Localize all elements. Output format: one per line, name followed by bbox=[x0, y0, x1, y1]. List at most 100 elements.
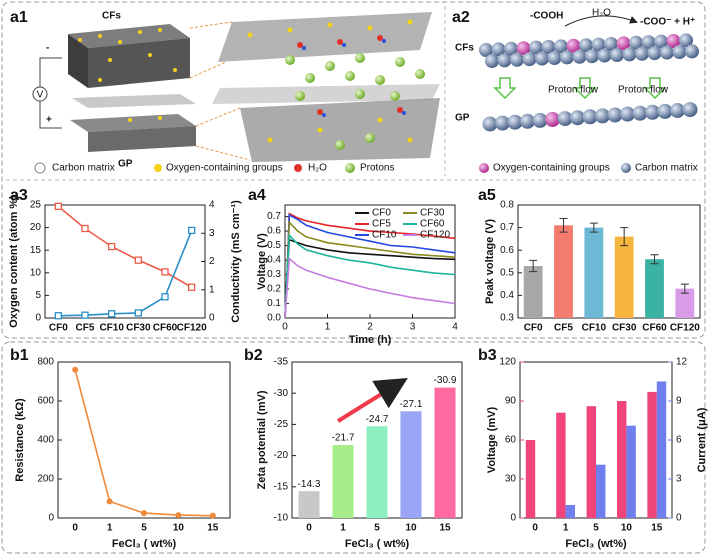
label: -COO⁻ + H⁺ bbox=[640, 17, 695, 28]
carbon-sphere bbox=[532, 112, 548, 128]
gp-sheet bbox=[240, 98, 440, 162]
error-bar bbox=[620, 227, 629, 247]
x-tick-label: CF10 bbox=[582, 323, 607, 334]
y-tick-label: 0.3 bbox=[267, 269, 281, 280]
x-tick-label: CF60 bbox=[153, 323, 178, 334]
y-tick-label: 800 bbox=[37, 357, 54, 368]
proton bbox=[325, 61, 335, 71]
label: Proton flow bbox=[548, 85, 599, 96]
water bbox=[402, 111, 406, 115]
panel-label: a1 bbox=[10, 9, 28, 26]
y-axis-title: Resistance (kΩ) bbox=[14, 398, 26, 482]
carbon-sphere bbox=[507, 114, 523, 130]
marker bbox=[54, 202, 62, 211]
x-axis-title: FeCl₃ ( wt%) bbox=[345, 538, 410, 550]
marker bbox=[161, 293, 169, 301]
carbon-sphere bbox=[597, 48, 612, 63]
legend-icon bbox=[621, 163, 631, 173]
y-tick-label: 0.6 bbox=[267, 226, 281, 237]
carbon-sphere bbox=[670, 103, 685, 118]
gp-slab-top bbox=[70, 114, 196, 132]
water bbox=[382, 39, 386, 43]
y-tick-label: 0 bbox=[510, 513, 516, 524]
x-tick-label: 0 bbox=[72, 523, 78, 534]
oxygen-dot bbox=[267, 137, 273, 143]
panel-label: b1 bbox=[10, 347, 29, 364]
y-tick-label: 0.6 bbox=[500, 245, 514, 256]
y2-tick-label: 0 bbox=[209, 313, 215, 324]
x-tick-label: 5 bbox=[141, 523, 147, 534]
cp-sheet bbox=[212, 84, 440, 104]
carbon-sphere bbox=[641, 35, 656, 50]
y-tick-label: -15 bbox=[274, 481, 289, 492]
y-tick-label: 0.1 bbox=[267, 298, 281, 309]
gp-slab-front bbox=[88, 126, 196, 152]
proton-arrow bbox=[573, 77, 597, 100]
panel-border bbox=[1, 1, 706, 339]
y-tick-label: 0.8 bbox=[500, 200, 514, 211]
label: CFs bbox=[102, 11, 121, 22]
carbon-sphere bbox=[647, 46, 662, 61]
carbon-sphere bbox=[654, 34, 668, 49]
bar bbox=[565, 505, 576, 518]
carbon-sphere bbox=[660, 45, 674, 60]
x-tick-label: 1 bbox=[340, 523, 346, 534]
data-label: -24.7 bbox=[366, 414, 389, 425]
carbon-sphere bbox=[685, 44, 699, 59]
bar bbox=[656, 381, 667, 518]
bar bbox=[626, 425, 636, 518]
bar bbox=[298, 491, 320, 518]
x-tick-label: 1 bbox=[107, 523, 113, 534]
schematic-a2: a2 -COOH H₂O -COO⁻ + H⁺ CFs GP Proton fl… bbox=[452, 8, 699, 174]
carbon-sphere bbox=[485, 54, 499, 68]
oxygen-dot bbox=[118, 40, 122, 44]
x-tick-label: 4 bbox=[452, 322, 458, 333]
voltmeter bbox=[32, 86, 48, 102]
x-tick-label: CF0 bbox=[524, 323, 543, 334]
legend-label: CF30 bbox=[420, 208, 445, 219]
line bbox=[74, 369, 213, 517]
legend-label: CF5 bbox=[372, 219, 391, 230]
legend-icon bbox=[154, 164, 162, 172]
x-tick-label: CF5 bbox=[76, 323, 95, 334]
x-tick-label: 5 bbox=[593, 523, 599, 534]
error-bar bbox=[529, 259, 538, 273]
y-tick-label: 15 bbox=[30, 245, 42, 256]
carbon-sphere bbox=[557, 111, 573, 127]
x-tick-label: 0 bbox=[282, 322, 288, 333]
proton bbox=[395, 57, 405, 67]
y2-tick-label: 3 bbox=[676, 474, 682, 485]
marker bbox=[106, 498, 113, 505]
y2-tick-label: 12 bbox=[676, 357, 688, 368]
marker bbox=[188, 283, 196, 291]
carbon-sphere bbox=[629, 35, 643, 50]
bar bbox=[366, 426, 388, 518]
marker bbox=[81, 224, 89, 233]
marker bbox=[134, 309, 142, 317]
oxygen-dot bbox=[138, 30, 142, 34]
x-tick-label: 10 bbox=[173, 523, 185, 534]
plot-frame bbox=[517, 204, 701, 319]
y-tick-label: 0.7 bbox=[500, 222, 514, 233]
x-tick-label: 15 bbox=[651, 523, 663, 534]
y-tick-label: -30 bbox=[274, 388, 289, 399]
carbon-sphere bbox=[610, 48, 624, 62]
carbon-sphere bbox=[504, 41, 518, 56]
x-tick-label: CF0 bbox=[49, 323, 68, 334]
legend-icon bbox=[294, 164, 302, 172]
proton bbox=[295, 91, 305, 101]
bar bbox=[616, 401, 627, 518]
label: -COOH bbox=[530, 11, 563, 22]
marker bbox=[188, 226, 196, 235]
y-tick-label: 0.3 bbox=[500, 313, 514, 324]
carbon-sphere bbox=[497, 53, 512, 68]
bar bbox=[647, 391, 657, 518]
bar bbox=[584, 227, 604, 318]
legend-label: CF0 bbox=[372, 208, 391, 219]
carbon-sphere bbox=[604, 37, 618, 51]
y-tick-label: 10 bbox=[30, 267, 42, 278]
carbon-sphere bbox=[622, 47, 637, 62]
bar bbox=[645, 259, 664, 318]
x-tick-label: 10 bbox=[405, 523, 417, 534]
y2-tick-label: 0 bbox=[676, 513, 682, 524]
